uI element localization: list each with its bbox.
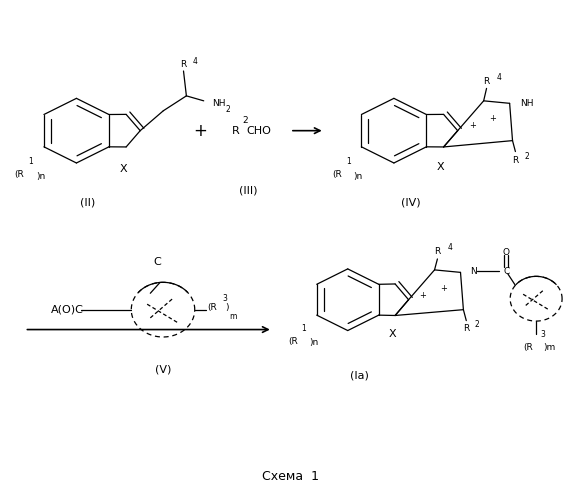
- Text: 1: 1: [28, 158, 33, 166]
- Text: +: +: [194, 122, 208, 140]
- Text: R: R: [434, 247, 441, 256]
- Text: (IV): (IV): [401, 198, 421, 208]
- Text: A(O)C: A(O)C: [50, 304, 84, 314]
- Text: X: X: [437, 162, 445, 172]
- Text: 2: 2: [226, 105, 230, 114]
- Text: 3: 3: [223, 294, 227, 303]
- Text: 3: 3: [541, 330, 546, 340]
- Text: X: X: [119, 164, 127, 174]
- Text: (II): (II): [81, 198, 96, 208]
- Text: (Ia): (Ia): [350, 370, 369, 380]
- Text: C: C: [503, 267, 509, 276]
- Text: R: R: [483, 77, 490, 86]
- Text: (R: (R: [524, 344, 533, 352]
- Text: Схема  1: Схема 1: [262, 470, 318, 482]
- Text: X: X: [389, 330, 397, 340]
- Text: ): ): [226, 302, 229, 312]
- Text: (R: (R: [14, 170, 24, 179]
- Text: )n: )n: [309, 338, 318, 347]
- Text: +: +: [489, 114, 496, 122]
- Text: 4: 4: [193, 56, 198, 66]
- Text: NH: NH: [520, 99, 534, 108]
- Text: (R: (R: [288, 336, 298, 345]
- Text: R: R: [463, 324, 469, 332]
- Text: 2: 2: [242, 116, 248, 124]
- Text: (R: (R: [208, 302, 217, 312]
- Text: (III): (III): [239, 186, 258, 196]
- Text: CHO: CHO: [246, 126, 271, 136]
- Text: (R: (R: [332, 170, 342, 179]
- Text: (V): (V): [155, 364, 171, 374]
- Text: 2: 2: [524, 152, 529, 160]
- Text: N: N: [470, 267, 477, 276]
- Text: )n: )n: [36, 172, 45, 181]
- Text: R: R: [512, 156, 519, 164]
- Text: )m: )m: [543, 344, 556, 352]
- Text: C: C: [153, 258, 161, 268]
- Text: +: +: [419, 291, 426, 300]
- Text: O: O: [502, 248, 509, 257]
- Text: NH: NH: [212, 99, 226, 108]
- Text: R: R: [180, 60, 187, 69]
- Text: 1: 1: [346, 158, 351, 166]
- Text: R: R: [232, 126, 240, 136]
- Text: )n: )n: [353, 172, 362, 181]
- Text: 4: 4: [496, 73, 501, 82]
- Text: 4: 4: [447, 243, 452, 252]
- Text: +: +: [469, 121, 476, 130]
- Text: 2: 2: [475, 320, 480, 328]
- Text: +: +: [440, 284, 447, 294]
- Text: m: m: [230, 312, 237, 321]
- Text: 1: 1: [302, 324, 306, 332]
